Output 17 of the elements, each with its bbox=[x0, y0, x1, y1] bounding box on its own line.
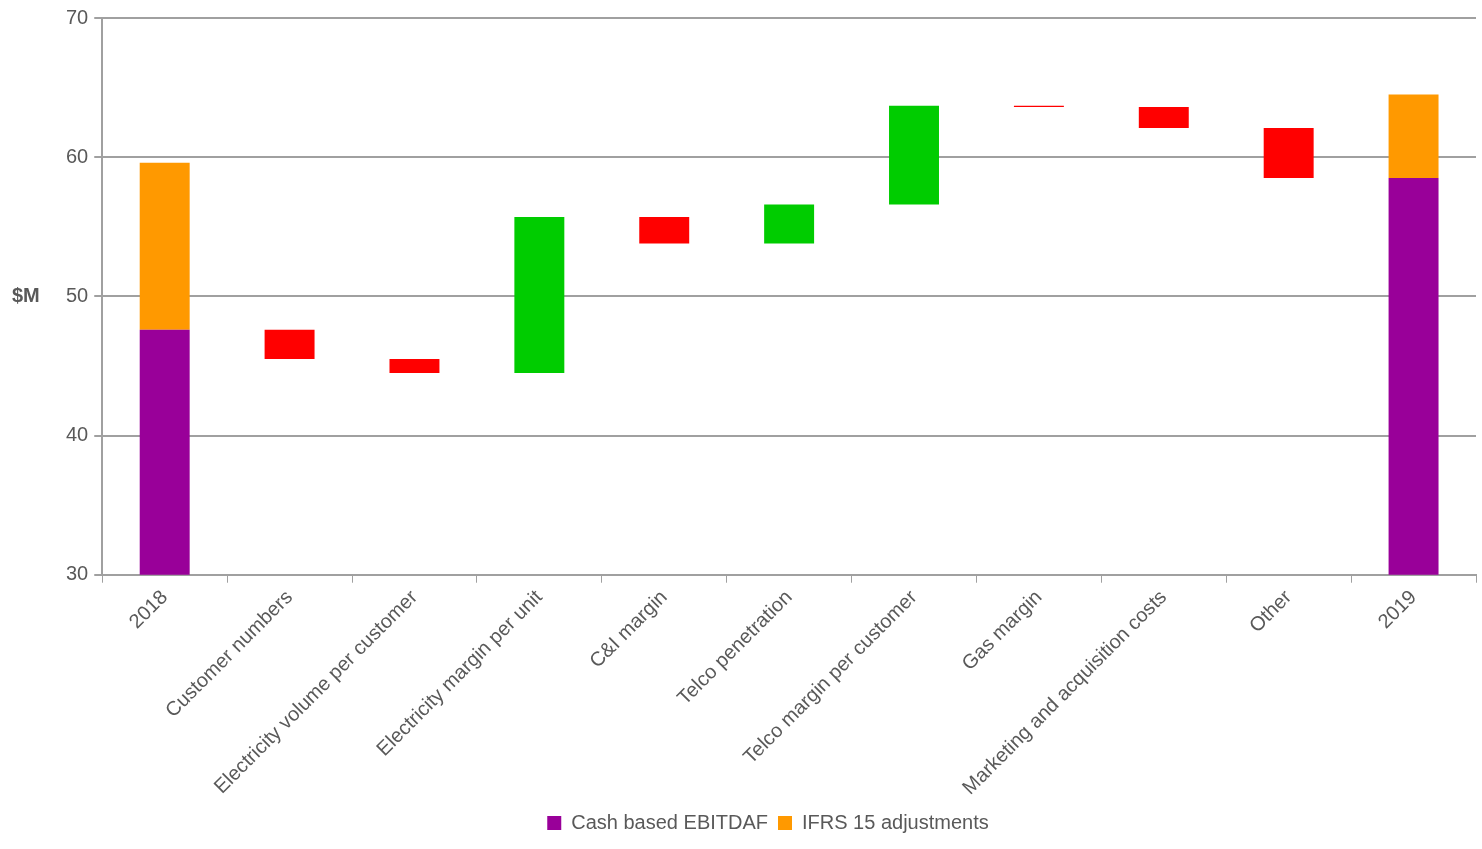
y-axis-title: $M bbox=[12, 283, 40, 306]
bar bbox=[764, 204, 815, 244]
bar bbox=[514, 217, 565, 373]
bar bbox=[1263, 127, 1314, 179]
y-tick-label: 60 bbox=[66, 144, 89, 167]
y-tick-label: 50 bbox=[66, 283, 89, 306]
y-tick-label: 70 bbox=[66, 5, 89, 28]
legend-label: IFRS 15 adjustments bbox=[802, 810, 989, 833]
y-tick-label: 30 bbox=[66, 562, 89, 585]
bar bbox=[389, 358, 440, 373]
legend-label: Cash based EBITDAF bbox=[571, 810, 768, 833]
bar bbox=[639, 217, 690, 244]
bar bbox=[1388, 94, 1439, 179]
bar bbox=[889, 105, 939, 205]
y-tick-label: 40 bbox=[66, 423, 89, 446]
bar bbox=[264, 329, 315, 359]
bar bbox=[1138, 107, 1189, 128]
